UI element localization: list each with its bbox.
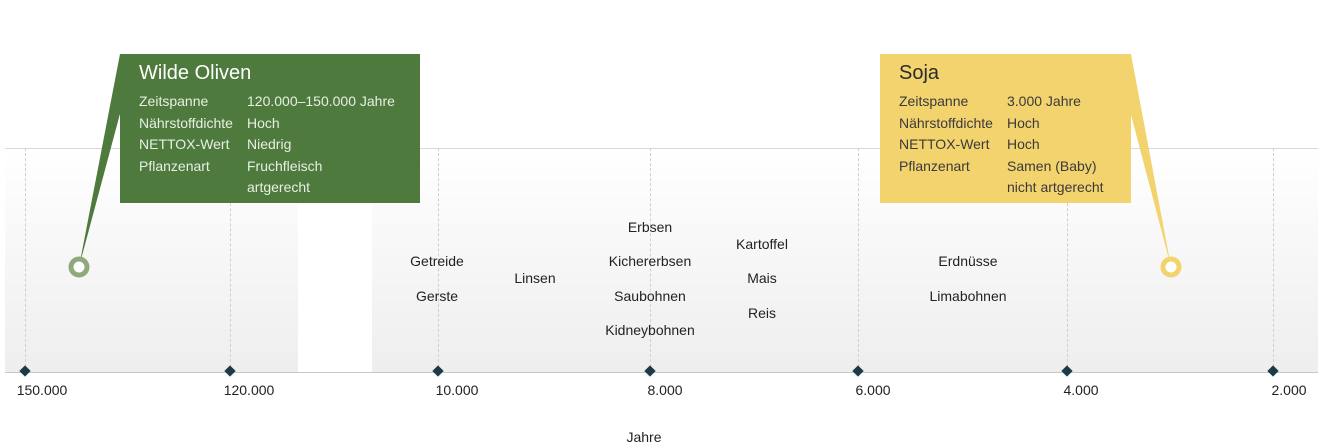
highlight-marker: [1160, 256, 1182, 278]
timeline-axis-line: [5, 372, 1318, 373]
crop-label: Getreide: [410, 253, 464, 269]
gridline: [858, 148, 859, 372]
callout-row: Nährstoffdichte Hoch: [899, 113, 1131, 135]
crop-label: Limabohnen: [929, 288, 1007, 304]
timeline-top-line: [5, 148, 1318, 149]
callout-row-key: Zeitspanne: [139, 93, 209, 109]
crop-label: Mais: [747, 270, 777, 286]
callout-row-value: 120.000–150.000 Jahre: [247, 93, 395, 109]
callout-row-key: NETTOX-Wert: [899, 136, 990, 152]
tick-label: 8.000: [647, 382, 683, 398]
callout-row: Zeitspanne 120.000–150.000 Jahre: [139, 91, 420, 113]
crop-label: Erdnüsse: [938, 253, 998, 269]
callout-row-value: Fruchfleisch: [247, 157, 323, 174]
callout-row-key: Nährstoffdichte: [139, 114, 233, 131]
timeline-band-right: [372, 148, 1318, 372]
crop-label: Reis: [747, 305, 777, 321]
tick-label: 10.000: [435, 382, 479, 398]
callout-row: Pflanzenart Samen (Baby): [899, 156, 1131, 178]
callout-rows: Zeitspanne 120.000–150.000 Jahre Nährstoff…: [139, 91, 420, 199]
crop-label: Gerste: [415, 288, 459, 304]
callout-title: Wilde Oliven: [139, 62, 252, 84]
crop-label: Kartoffel: [736, 236, 788, 252]
gridline: [25, 148, 26, 372]
callout-row-key: Nährstoffdichte: [899, 114, 993, 131]
crop-label: Saubohnen: [614, 288, 686, 304]
callout-row: Zeitspanne 3.000 Jahre: [899, 91, 1131, 113]
gridline: [1273, 148, 1274, 372]
callout-row: nicht artgerecht: [899, 177, 1131, 199]
callout-row-value: Hoch: [1007, 136, 1040, 152]
callout-row-key: NETTOX-Wert: [139, 136, 230, 152]
callout-row: NETTOX-Wert Niedrig: [139, 134, 420, 156]
callout-row-value: Niedrig: [247, 136, 292, 152]
callout-row-key: [139, 177, 247, 199]
callout-soja: Soja Zeitspanne 3.000 Jahre Nährstoffdicht…: [880, 54, 1131, 203]
crop-label: Erbsen: [627, 219, 673, 235]
tick-label: 4.000: [1063, 382, 1099, 398]
callout-row-value: nicht artgerecht: [1007, 179, 1104, 195]
gridline: [438, 148, 439, 372]
tick-label: 120.000: [223, 382, 275, 398]
gridline: [650, 148, 651, 372]
callout-title: Soja: [899, 62, 940, 84]
callout-row-key: Zeitspanne: [899, 93, 969, 109]
callout-row: Nährstoffdichte Hoch: [139, 113, 420, 135]
callout-row-key: [899, 177, 1007, 199]
callout-wilde-oliven: Wilde Oliven Zeitspanne 120.000–150.000 J…: [120, 54, 420, 203]
callout-row-value: Samen (Baby): [1007, 157, 1097, 174]
tick-label: 2.000: [1271, 382, 1307, 398]
gridline: [1067, 148, 1068, 372]
crop-label: Linsen: [514, 270, 556, 286]
callout-row-value: Hoch: [247, 114, 280, 131]
crop-label: Kichererbsen: [608, 253, 692, 269]
callout-row: artgerecht: [139, 177, 420, 199]
callout-rows: Zeitspanne 3.000 Jahre Nährstoffdichte Hoch…: [899, 91, 1131, 199]
callout-row: Pflanzenart Fruchfleisch: [139, 156, 420, 178]
tick-label: 150.000: [16, 382, 68, 398]
tick-label: 6.000: [855, 382, 891, 398]
crop-label: Kidneybohnen: [605, 322, 695, 338]
x-axis-title: Jahre: [626, 429, 662, 445]
callout-row-value: 3.000 Jahre: [1007, 93, 1081, 109]
callout-row-key: Pflanzenart: [139, 157, 210, 174]
callout-row-value: Hoch: [1007, 114, 1040, 131]
callout-row-value: artgerecht: [247, 179, 311, 195]
highlight-marker: [68, 256, 90, 278]
callout-row-key: Pflanzenart: [899, 157, 970, 174]
gridline: [230, 148, 231, 372]
callout-row: NETTOX-Wert Hoch: [899, 134, 1131, 156]
